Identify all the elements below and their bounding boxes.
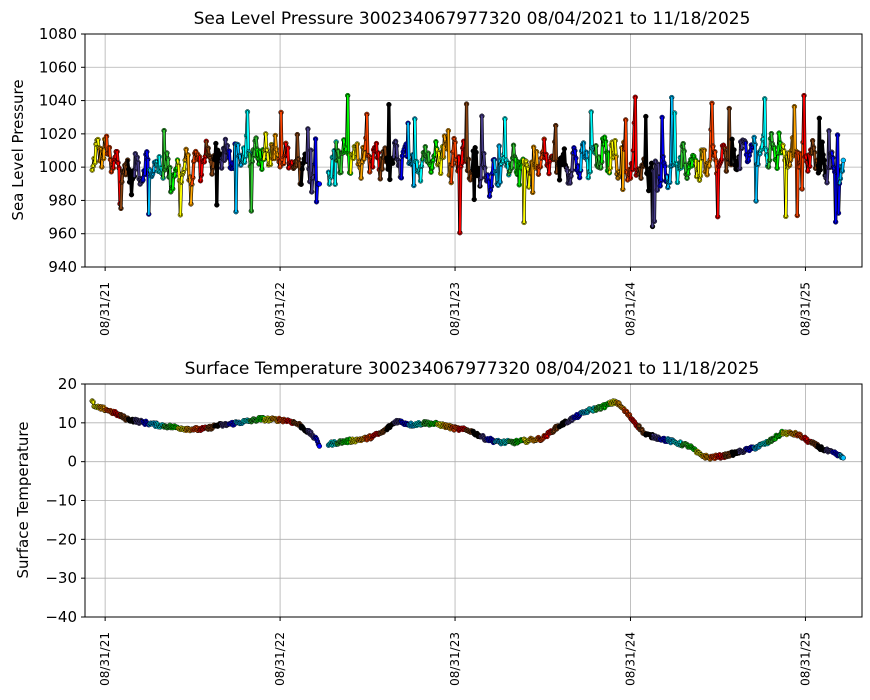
pressure-line-segment	[579, 150, 583, 172]
pressure-line-segment	[346, 94, 350, 156]
temperature-chart-title: Surface Temperature 300234067977320 08/0…	[185, 359, 760, 379]
pressure-line-segment	[215, 149, 219, 206]
pressure-line-segment	[571, 152, 574, 172]
pressure-line-segment	[768, 137, 772, 162]
pressure-line-segment	[503, 117, 507, 161]
temperature-y-axis-label: Surface Temperature	[14, 422, 32, 579]
temperature-ytick-label: −20	[45, 530, 77, 548]
pressure-line-segment	[716, 165, 720, 218]
pressure-line-segment	[191, 160, 195, 179]
pressure-line-segment	[179, 181, 183, 216]
pressure-xtick-label: 08/31/21	[98, 282, 112, 336]
pressure-line-segment	[94, 143, 98, 164]
pressure-line-segment	[189, 183, 193, 205]
pressure-y-axis-label: Sea Level Pressure	[9, 79, 27, 220]
pressure-line-segment	[244, 134, 248, 158]
pressure-line-segment	[634, 96, 638, 177]
temperature-ytick-label: 20	[58, 375, 77, 393]
pressure-line-segment	[137, 161, 141, 181]
pressure-line-segment	[377, 152, 381, 171]
pressure-line-segment	[673, 112, 677, 166]
pressure-line-segment	[228, 150, 232, 169]
pressure-line-segment	[763, 97, 767, 151]
pressure-line-segment	[647, 170, 651, 192]
temperature-ytick-label: 10	[58, 414, 77, 432]
pressure-line-segment	[365, 113, 369, 157]
temperature-xtick-label: 08/31/23	[448, 632, 462, 686]
pressure-panel: Sea Level Pressure 300234067977320 08/04…	[9, 9, 863, 336]
pressure-line-segment	[400, 154, 404, 179]
pressure-line-segment	[250, 160, 254, 212]
pressure-chart-title: Sea Level Pressure 300234067977320 08/04…	[194, 9, 751, 29]
pressure-line-segment	[467, 158, 471, 180]
pressure-line-segment	[801, 141, 805, 190]
pressure-line-segment	[450, 164, 454, 184]
pressure-xtick-label: 08/31/24	[623, 282, 637, 336]
temperature-xtick-label: 08/31/25	[798, 632, 812, 686]
pressure-line-segment	[280, 111, 284, 161]
pressure-line-segment	[668, 165, 672, 184]
pressure-ytick-label: 1060	[39, 58, 77, 76]
temperature-xtick-label: 08/31/21	[98, 632, 112, 686]
pressure-line-segment	[558, 157, 562, 181]
temperature-ytick-label: 0	[67, 453, 77, 471]
pressure-line-segment	[631, 149, 635, 171]
pressure-line-segment	[837, 182, 841, 215]
pressure-ytick-label: 1080	[39, 25, 77, 43]
temperature-data-point	[316, 443, 323, 449]
pressure-data-series	[89, 92, 846, 236]
pressure-ytick-label: 1020	[39, 125, 77, 143]
pressure-line-segment	[563, 147, 567, 167]
pressure-xtick-label: 08/31/23	[448, 282, 462, 336]
pressure-line-segment	[119, 180, 123, 210]
pressure-line-segment	[246, 110, 250, 154]
temperature-xtick-label: 08/31/22	[273, 632, 287, 686]
pressure-line-segment	[755, 163, 759, 203]
pressure-data-point	[316, 181, 323, 187]
pressure-line-segment	[407, 122, 411, 165]
pressure-line-segment	[499, 163, 503, 184]
pressure-line-segment	[644, 115, 648, 175]
pressure-data-point	[840, 157, 846, 163]
pressure-line-segment	[709, 128, 713, 161]
pressure-xtick-label: 08/31/22	[273, 282, 287, 336]
temperature-data-series	[89, 398, 846, 462]
pressure-ytick-label: 1000	[39, 158, 77, 176]
pressure-line-segment	[590, 110, 594, 149]
temperature-data-point	[840, 455, 846, 461]
pressure-line-segment	[413, 117, 417, 163]
pressure-line-segment	[296, 133, 300, 160]
pressure-xtick-label: 08/31/25	[798, 282, 812, 336]
pressure-line-segment	[454, 141, 458, 161]
pressure-ytick-label: 960	[48, 225, 77, 243]
pressure-line-segment	[710, 102, 714, 148]
pressure-line-segment	[143, 153, 147, 176]
pressure-ytick-label: 980	[48, 191, 77, 209]
temperature-ytick-label: −10	[45, 492, 77, 510]
temperature-ytick-label: −30	[45, 569, 77, 587]
pressure-ytick-label: 940	[48, 258, 77, 276]
pressure-line-segment	[793, 105, 797, 156]
temperature-xtick-label: 08/31/24	[623, 632, 637, 686]
pressure-line-segment	[339, 152, 343, 174]
pressure-ytick-label: 1040	[39, 92, 77, 110]
pressure-line-segment	[306, 127, 310, 170]
pressure-line-segment	[624, 118, 628, 174]
pressure-line-segment	[458, 165, 462, 234]
pressure-line-segment	[523, 163, 527, 224]
temperature-ytick-label: −40	[45, 608, 77, 626]
pressure-line-segment	[661, 116, 665, 158]
pressure-line-segment	[234, 143, 238, 213]
pressure-line-segment	[803, 94, 806, 158]
pressure-line-segment	[330, 156, 334, 178]
temperature-panel: Surface Temperature 300234067977320 08/0…	[14, 359, 863, 686]
